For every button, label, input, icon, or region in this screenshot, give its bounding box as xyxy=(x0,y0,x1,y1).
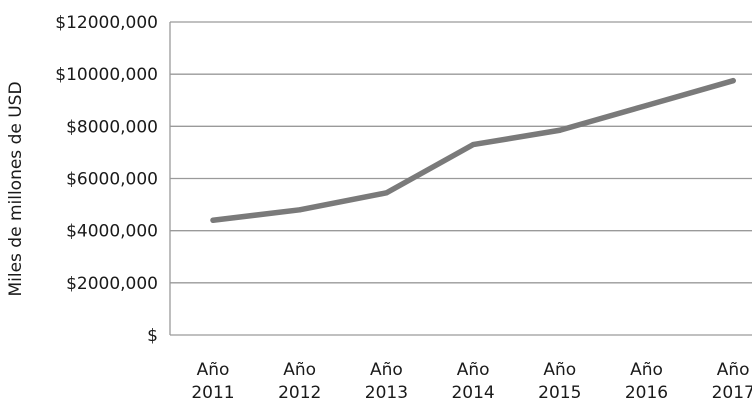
y-tick-label: $8000,000 xyxy=(66,117,158,137)
data-point xyxy=(730,78,736,84)
x-tick-label-line: 2011 xyxy=(191,383,234,403)
y-tick-label: $4000,000 xyxy=(66,222,158,242)
x-tick-label: Año 2016 xyxy=(625,360,668,403)
x-tick-label-line: Año xyxy=(457,360,490,380)
x-axis-tick-labels: Año 2011 Año 2012 Año 2013 Año 2014 Año 2015 Año 20… xyxy=(191,360,752,403)
x-tick-label-line: 2014 xyxy=(451,383,494,403)
gridlines xyxy=(170,21,752,336)
x-tick-label-line: 2015 xyxy=(538,383,581,403)
y-tick-label: $12000,000 xyxy=(55,13,158,33)
x-tick-label-line: 2012 xyxy=(278,383,321,403)
series-lines xyxy=(210,77,736,223)
y-axis-tick-labels: $ $2000,000 $4000,000 $6000,000 $8000,000 $10… xyxy=(55,13,158,346)
x-tick-label: Año 2015 xyxy=(538,360,581,403)
series-line xyxy=(210,77,736,223)
x-tick-label-line: Año xyxy=(283,360,316,380)
x-tick-label-line: Año xyxy=(197,360,230,380)
data-point xyxy=(210,217,216,223)
y-tick-label: $10000,000 xyxy=(55,65,158,85)
x-tick-label-line: 2016 xyxy=(625,383,668,403)
x-tick-label-line: Año xyxy=(630,360,663,380)
x-tick-label: Año 2017 xyxy=(712,360,752,403)
x-tick-label-line: 2013 xyxy=(365,383,408,403)
x-tick-label: Año 2013 xyxy=(365,360,408,403)
data-point xyxy=(643,102,650,109)
y-tick-label: $6000,000 xyxy=(66,170,158,190)
data-point xyxy=(557,127,563,133)
x-tick-label: Año 2011 xyxy=(191,360,234,403)
data-point xyxy=(297,207,303,213)
x-tick-label: Año 2012 xyxy=(278,360,321,403)
x-tick-label-line: Año xyxy=(370,360,403,380)
data-point xyxy=(383,190,389,196)
y-tick-label: $ xyxy=(147,326,158,346)
x-tick-label: Año 2014 xyxy=(451,360,494,403)
x-tick-label-line: Año xyxy=(717,360,750,380)
y-axis-label: Miles de millones de USD xyxy=(6,81,26,296)
x-tick-label-line: Año xyxy=(543,360,576,380)
data-point xyxy=(470,141,476,148)
x-tick-label-line: 2017 xyxy=(712,383,752,403)
y-tick-label: $2000,000 xyxy=(66,274,158,294)
